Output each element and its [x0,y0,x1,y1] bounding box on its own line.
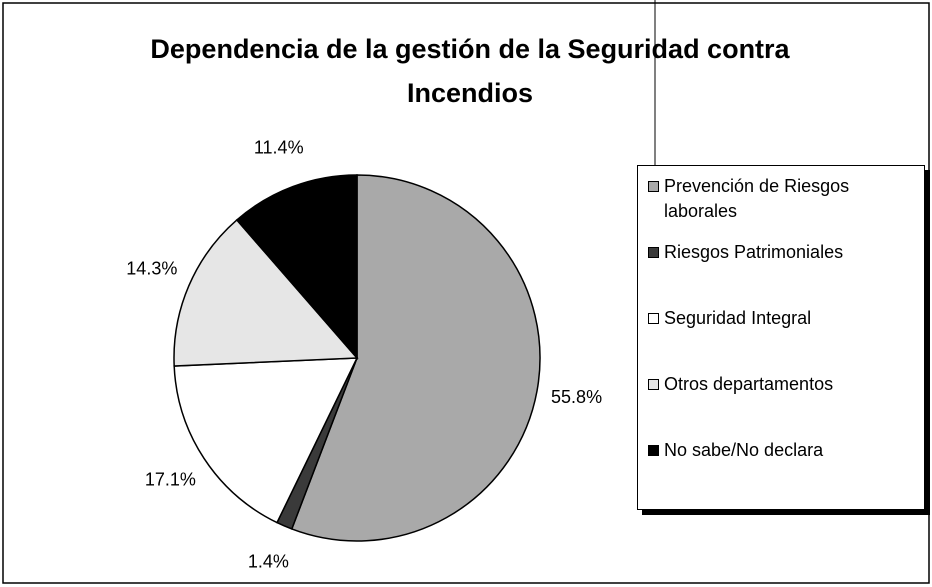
pie-slice [173,357,359,524]
pie-slice [235,174,358,361]
legend-swatch [648,247,659,258]
legend: Prevención de Riesgos laborales Riesgos P… [637,165,925,510]
legend-entry: Prevención de Riesgos laborales [648,174,920,240]
legend-entry: Otros departamentos [648,372,920,438]
data-label: 11.4% [254,138,304,158]
data-label: 1.4% [248,552,289,572]
legend-entry: Riesgos Patrimoniales [648,240,920,306]
legend-label: Seguridad Integral [664,308,812,328]
legend-label: No sabe/No declara [664,440,824,460]
data-label: 14.3% [126,259,177,279]
legend-entry: No sabe/No declara [648,438,920,504]
legend-label: Prevención de Riesgos laborales [664,176,850,221]
legend-swatch [648,379,659,390]
pie-slice [290,174,541,542]
legend-label: Otros departamentos [664,374,834,394]
legend-entry: Seguridad Integral [648,306,920,372]
data-label: 17.1% [145,469,196,489]
legend-swatch [648,181,659,192]
legend-swatch [648,445,659,456]
chart-title: Dependencia de la gestión de la Segurida… [150,34,790,108]
pie-slice [173,218,359,367]
data-label: 55.8% [551,387,602,407]
legend-swatch [648,313,659,324]
legend-label: Riesgos Patrimoniales [664,242,844,262]
